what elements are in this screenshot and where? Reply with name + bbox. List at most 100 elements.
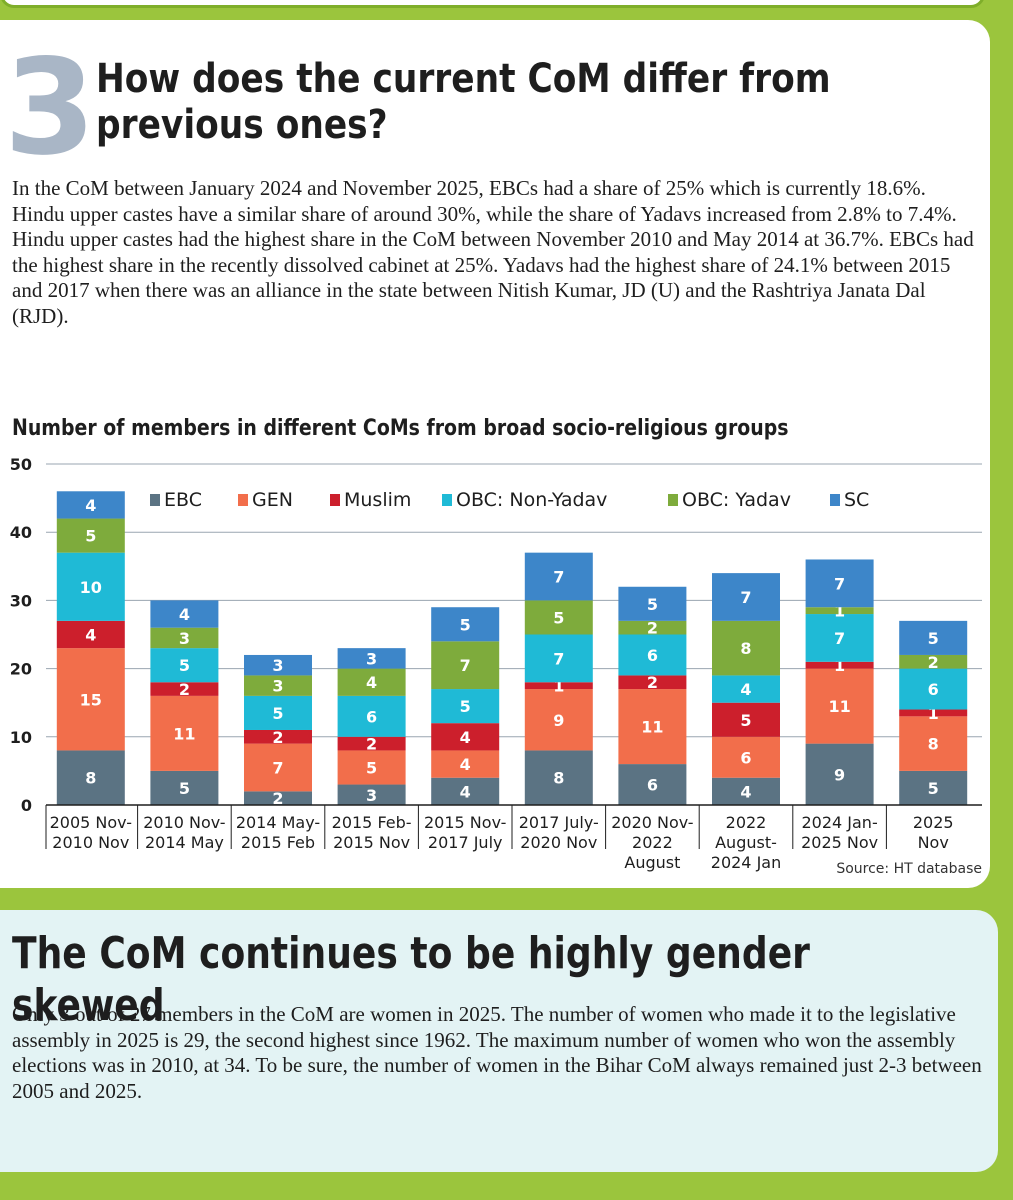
bar-segment-sc <box>524 552 593 601</box>
bar-segment-sc <box>56 491 125 519</box>
bar-value-label: 7 <box>553 568 564 587</box>
bar-segment-muslim <box>337 736 406 751</box>
legend-label: OBC: Yadav <box>682 489 791 511</box>
legend-swatch <box>330 494 340 506</box>
bar-value-label: 1 <box>834 602 845 621</box>
bar-value-label: 2 <box>647 673 658 692</box>
bar-segment-obc-yadav <box>712 620 780 676</box>
bar-value-label: 2 <box>179 680 190 699</box>
bar-value-label: 5 <box>179 656 190 675</box>
bar-segment-gen <box>431 750 500 778</box>
bar-segment-obc-yadav <box>524 600 593 635</box>
legend-swatch <box>830 494 840 506</box>
bar-segment-gen <box>899 716 968 771</box>
bar-segment-obc-non-yadav <box>56 552 125 621</box>
bar-value-label: 3 <box>272 656 283 675</box>
x-tick-label: August- <box>715 833 777 852</box>
bar-value-label: 7 <box>460 656 471 675</box>
bar-value-label: 3 <box>366 786 377 805</box>
bar-value-label: 4 <box>460 755 471 774</box>
legend-label: SC <box>844 489 869 511</box>
bar-segment-obc-yadav <box>618 620 687 635</box>
bar-value-label: 5 <box>928 629 939 648</box>
bar-segment-ebc <box>899 770 968 805</box>
bar-value-label: 4 <box>740 782 751 801</box>
legend-label: GEN <box>252 489 293 511</box>
bar-value-label: 8 <box>740 639 751 658</box>
chart-title: Number of members in different CoMs from… <box>12 416 789 441</box>
section-number: 3 <box>4 31 96 185</box>
bar-segment-muslim <box>56 620 125 649</box>
x-tick-label: 2014 May- <box>236 813 320 832</box>
bar-segment-ebc <box>618 764 687 805</box>
bar-value-label: 5 <box>647 595 658 614</box>
bar-segment-muslim <box>899 709 968 717</box>
x-tick-label: 2015 Feb <box>241 833 315 852</box>
bar-segment-obc-non-yadav <box>337 695 406 737</box>
bar-segment-gen <box>244 743 312 792</box>
bar-value-label: 5 <box>272 704 283 723</box>
bar-value-label: 3 <box>272 677 283 696</box>
x-tick-label: 2024 Jan- <box>801 813 877 832</box>
x-tick-label: 2005 Nov- <box>50 813 132 832</box>
bar-segment-muslim <box>431 723 500 751</box>
bar-value-label: 4 <box>460 728 471 747</box>
bar-value-label: 6 <box>366 707 377 726</box>
bar-value-label: 15 <box>80 690 102 709</box>
bar-segment-sc <box>618 586 687 621</box>
bar-value-label: 1 <box>834 656 845 675</box>
bar-value-label: 2 <box>928 653 939 672</box>
x-tick-label: 2017 July <box>428 833 503 852</box>
bar-value-label: 2 <box>366 735 377 754</box>
bar-segment-obc-non-yadav <box>431 689 500 724</box>
bar-segment-sc <box>712 573 780 621</box>
x-tick-label: 2015 Feb- <box>332 813 412 832</box>
bar-segment-ebc <box>524 750 593 805</box>
bar-segment-obc-yadav <box>244 675 312 696</box>
bar-value-label: 5 <box>179 779 190 798</box>
bar-segment-ebc <box>150 770 219 805</box>
y-tick-label: 40 <box>10 523 32 542</box>
bar-segment-muslim <box>524 682 593 690</box>
x-tick-label: 2025 Nov <box>801 833 878 852</box>
x-tick-label: 2015 Nov- <box>424 813 506 832</box>
bar-value-label: 9 <box>834 765 845 784</box>
bar-value-label: 8 <box>553 769 564 788</box>
bar-value-label: 1 <box>928 704 939 723</box>
gender-card: The CoM continues to be highly gender sk… <box>0 910 998 1172</box>
previous-card-edge <box>0 0 1013 12</box>
gender-heading: The CoM continues to be highly gender sk… <box>12 928 810 1031</box>
bar-segment-sc <box>150 600 219 628</box>
bar-value-label: 5 <box>553 608 564 627</box>
bar-value-label: 6 <box>647 646 658 665</box>
bar-value-label: 5 <box>85 527 96 546</box>
bar-value-label: 5 <box>460 697 471 716</box>
bar-segment-obc-yadav <box>431 641 500 690</box>
bar-value-label: 6 <box>740 748 751 767</box>
bar-value-label: 5 <box>460 615 471 634</box>
bar-segment-obc-yadav <box>805 607 874 615</box>
y-tick-label: 10 <box>10 728 32 747</box>
bar-value-label: 7 <box>553 649 564 668</box>
bar-segment-ebc <box>56 750 125 805</box>
bar-segment-gen <box>805 668 874 744</box>
bar-value-label: 7 <box>834 574 845 593</box>
bar-segment-ebc <box>337 784 406 805</box>
bar-segment-gen <box>56 648 125 751</box>
x-tick-label: 2010 Nov- <box>143 813 225 832</box>
bar-segment-obc-non-yadav <box>524 634 593 683</box>
bar-value-label: 6 <box>928 680 939 699</box>
bar-segment-sc <box>337 648 406 669</box>
x-tick-label: 2024 Jan <box>711 853 781 872</box>
bar-value-label: 7 <box>272 758 283 777</box>
bar-segment-gen <box>150 695 219 771</box>
bar-segment-obc-yadav <box>337 668 406 696</box>
legend-swatch <box>238 494 248 506</box>
bar-segment-obc-yadav <box>899 654 968 669</box>
bar-value-label: 4 <box>179 605 190 624</box>
x-tick-label: 2020 Nov- <box>611 813 693 832</box>
bar-value-label: 1 <box>553 677 564 696</box>
y-tick-label: 0 <box>21 796 32 815</box>
bar-segment-muslim <box>618 675 687 690</box>
bar-value-label: 2 <box>272 728 283 747</box>
